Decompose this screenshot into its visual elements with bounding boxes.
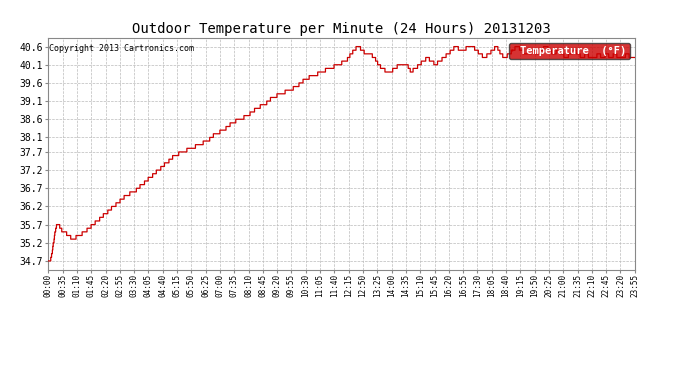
- Text: Copyright 2013 Cartronics.com: Copyright 2013 Cartronics.com: [50, 45, 195, 54]
- Title: Outdoor Temperature per Minute (24 Hours) 20131203: Outdoor Temperature per Minute (24 Hours…: [132, 22, 551, 36]
- Legend: Temperature  (°F): Temperature (°F): [509, 43, 629, 59]
